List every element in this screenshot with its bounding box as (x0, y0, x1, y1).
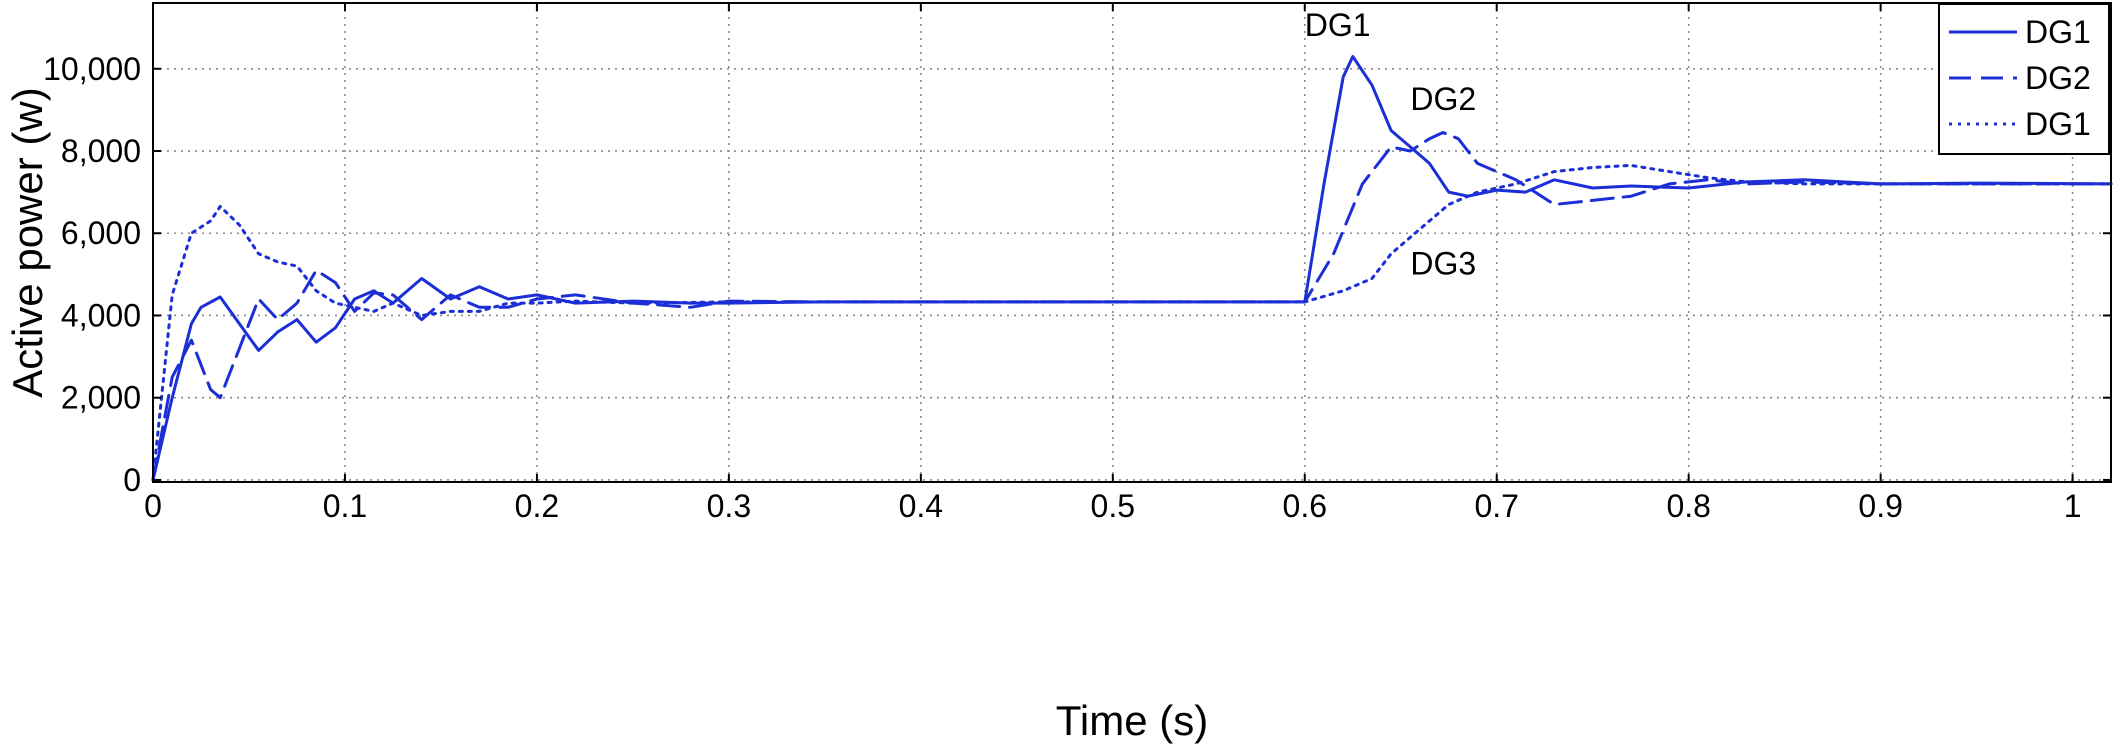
y-tick-label: 10,000 (43, 51, 141, 87)
x-tick-label: 0.3 (707, 488, 751, 524)
legend: DG1 DG2 DG1 (1938, 3, 2110, 155)
grid (152, 3, 2111, 482)
x-tick-label: 0.4 (899, 488, 943, 524)
y-tick-label: 4,000 (61, 297, 141, 333)
x-tick-label: 0 (144, 488, 162, 524)
x-tick-label: 0.2 (515, 488, 559, 524)
x-tick-label: 0.7 (1474, 488, 1518, 524)
x-tick-label: 0.9 (1858, 488, 1902, 524)
y-tick-label: 6,000 (61, 215, 141, 251)
annotation-dg3: DG3 (1410, 245, 1476, 281)
x-axis-label: Time (s) (1056, 697, 1208, 744)
x-axis-ticks: 0 0.1 0.2 0.3 0.4 0.5 0.6 0.7 0.8 0.9 1 (144, 3, 2082, 524)
y-tick-label: 8,000 (61, 133, 141, 169)
series-lines (151, 55, 2113, 482)
legend-label: DG1 (2025, 14, 2091, 50)
y-axis-ticks: 0 2,000 4,000 6,000 8,000 10,000 (43, 51, 2111, 498)
series-line-dashed (151, 131, 2113, 482)
x-tick-label: 0.1 (323, 488, 367, 524)
x-tick-label: 0.5 (1091, 488, 1135, 524)
y-tick-label: 2,000 (61, 380, 141, 416)
series-line-dotted (151, 163, 2113, 482)
legend-label: DG1 (2025, 106, 2091, 142)
y-tick-label: 0 (123, 462, 141, 498)
plot-frame (152, 2, 2112, 483)
annotation-dg1: DG1 (1305, 7, 1371, 43)
y-axis-label: Active power (w) (4, 87, 51, 397)
x-tick-label: 0.8 (1666, 488, 1710, 524)
legend-label: DG2 (2025, 60, 2091, 96)
series-line-solid (151, 55, 2113, 482)
annotations: DG1 DG2 DG3 (1305, 7, 1476, 281)
x-tick-label: 0.6 (1283, 488, 1327, 524)
x-tick-label: 1 (2064, 488, 2082, 524)
annotation-dg2: DG2 (1410, 81, 1476, 117)
